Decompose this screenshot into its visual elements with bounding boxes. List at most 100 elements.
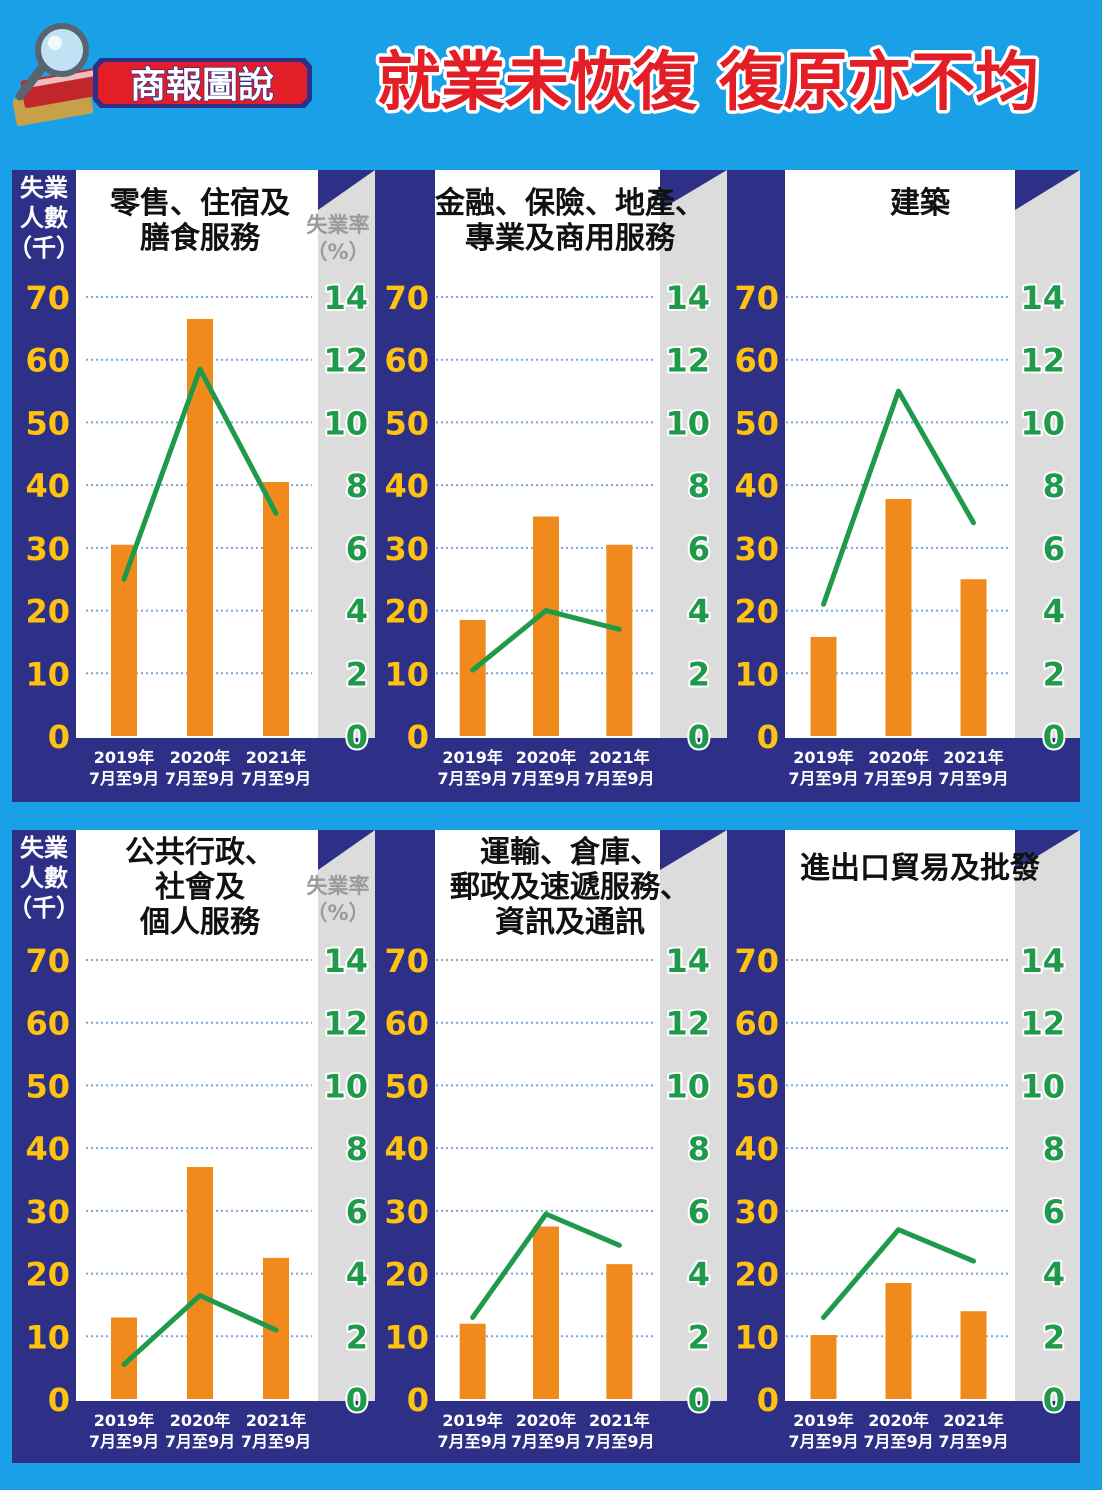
- left-axis-label: 失業人數（千）: [8, 174, 80, 262]
- bar: [885, 498, 912, 736]
- left-tick-label: 10: [734, 1318, 779, 1356]
- right-tick-label: 0: [688, 1381, 710, 1419]
- left-tick-label: 70: [25, 279, 70, 317]
- panel-corner: [375, 170, 435, 216]
- left-axis-label: 失業人數（千）: [8, 834, 80, 922]
- left-tick-label: 60: [734, 1005, 779, 1043]
- panel-corner: [727, 830, 785, 876]
- bar: [459, 619, 486, 736]
- right-tick-label: 6: [346, 1193, 368, 1231]
- left-tick-label: 60: [384, 1005, 429, 1043]
- right-tick-label: 8: [346, 467, 368, 505]
- left-tick-label: 20: [734, 1256, 779, 1294]
- plot-area: [785, 170, 1015, 738]
- left-tick-label: 60: [25, 1005, 70, 1043]
- x-tick-label: 2019年 7月至9月: [438, 1411, 508, 1451]
- left-tick-label: 0: [48, 718, 70, 756]
- x-tick-label: 2019年 7月至9月: [788, 1411, 858, 1451]
- right-tick-label: 2: [1043, 1318, 1065, 1356]
- x-tick-label: 2021年 7月至9月: [584, 748, 654, 788]
- left-tick-label: 20: [25, 1256, 70, 1294]
- left-tick-label: 40: [25, 1130, 70, 1168]
- x-tick-label: 2019年 7月至9月: [89, 748, 159, 788]
- headline: 就業未恢復 復原亦不均: [377, 46, 1039, 120]
- bar: [960, 1311, 987, 1399]
- right-tick-label: 6: [688, 530, 710, 568]
- right-tick-label: 14: [665, 279, 710, 317]
- right-tick-label: 4: [688, 1256, 710, 1294]
- badge-text: 商報圖說: [130, 65, 274, 106]
- right-axis-label: 失業率（%）: [306, 213, 369, 264]
- bar: [810, 1335, 837, 1399]
- right-tick-label: 2: [688, 1318, 710, 1356]
- right-tick-label: 0: [688, 718, 710, 756]
- chart-panel: 0 10 20 30 40 50 60 70 0 2 4 6 8 10 12 14 2019年 7月至9月2020…: [8, 830, 375, 1451]
- left-tick-label: 70: [25, 942, 70, 980]
- right-tick-label: 10: [1020, 404, 1065, 442]
- right-axis-band: [1015, 830, 1080, 1401]
- right-tick-label: 0: [1043, 718, 1065, 756]
- left-tick-label: 20: [384, 593, 429, 631]
- left-tick-label: 30: [384, 530, 429, 568]
- series-line: [821, 388, 976, 607]
- right-tick-label: 12: [323, 342, 368, 380]
- right-tick-label: 10: [323, 1067, 368, 1105]
- chart-panel: 0 10 20 30 40 50 60 70 0 2 4 6 8 10 12 14 2019年 7月至9月2020…: [8, 170, 375, 788]
- x-tick-label: 2020年 7月至9月: [165, 1411, 235, 1451]
- right-tick-label: 0: [1043, 1381, 1065, 1419]
- bar: [606, 544, 633, 736]
- left-tick-label: 40: [734, 467, 779, 505]
- header: 商報圖說 就業未恢復 復原亦不均: [12, 23, 1043, 127]
- left-tick-label: 70: [734, 942, 779, 980]
- right-tick-label: 2: [1043, 655, 1065, 693]
- left-tick-label: 60: [384, 342, 429, 380]
- left-tick-label: 50: [384, 1067, 429, 1105]
- x-tick-label: 2020年 7月至9月: [863, 748, 933, 788]
- series-line: [121, 366, 279, 582]
- left-tick-label: 40: [384, 467, 429, 505]
- panel-title: 建築: [890, 186, 951, 221]
- left-tick-label: 0: [757, 718, 779, 756]
- left-tick-label: 30: [734, 1193, 779, 1231]
- x-tick-label: 2019年 7月至9月: [89, 1411, 159, 1451]
- left-tick-label: 50: [734, 404, 779, 442]
- x-tick-label: 2021年 7月至9月: [584, 1411, 654, 1451]
- right-axis-band: [660, 170, 727, 738]
- panel-corner: [727, 170, 785, 216]
- left-tick-label: 40: [25, 467, 70, 505]
- right-tick-label: 8: [1043, 1130, 1065, 1168]
- plot-area: [785, 830, 1015, 1401]
- right-tick-label: 12: [665, 1005, 710, 1043]
- right-tick-label: 14: [1020, 279, 1065, 317]
- x-tick-label: 2020年 7月至9月: [511, 1411, 581, 1451]
- left-tick-label: 0: [407, 718, 429, 756]
- panel-title: 進出口貿易及批發: [800, 851, 1040, 886]
- left-tick-label: 30: [734, 530, 779, 568]
- bar: [810, 636, 837, 736]
- x-tick-label: 2019年 7月至9月: [438, 748, 508, 788]
- panel-title: 運輸、倉庫、郵政及速遞服務、資訊及通訊: [450, 835, 690, 940]
- x-tick-label: 2021年 7月至9月: [241, 1411, 311, 1451]
- left-tick-label: 10: [384, 655, 429, 693]
- right-tick-label: 0: [346, 1381, 368, 1419]
- left-tick-label: 0: [757, 1381, 779, 1419]
- right-axis-band: [318, 170, 375, 738]
- left-tick-label: 60: [734, 342, 779, 380]
- right-tick-label: 10: [665, 1067, 710, 1105]
- left-tick-label: 70: [384, 279, 429, 317]
- bar: [187, 1166, 213, 1399]
- series-line: [121, 1293, 279, 1368]
- right-tick-label: 0: [346, 718, 368, 756]
- right-tick-label: 12: [665, 342, 710, 380]
- right-tick-label: 8: [688, 1130, 710, 1168]
- left-tick-label: 10: [384, 1318, 429, 1356]
- left-tick-label: 40: [734, 1130, 779, 1168]
- panel-title: 金融、保險、地產、專業及商用服務: [434, 186, 705, 256]
- right-tick-label: 6: [1043, 1193, 1065, 1231]
- right-tick-label: 12: [1020, 342, 1065, 380]
- left-tick-label: 30: [25, 1193, 70, 1231]
- left-tick-label: 30: [384, 1193, 429, 1231]
- right-axis-band: [318, 830, 375, 1401]
- chart-panel: 0 10 20 30 40 50 60 70 0 2 4 6 8 10 12 14 2019年 7月至9月2020…: [727, 830, 1080, 1451]
